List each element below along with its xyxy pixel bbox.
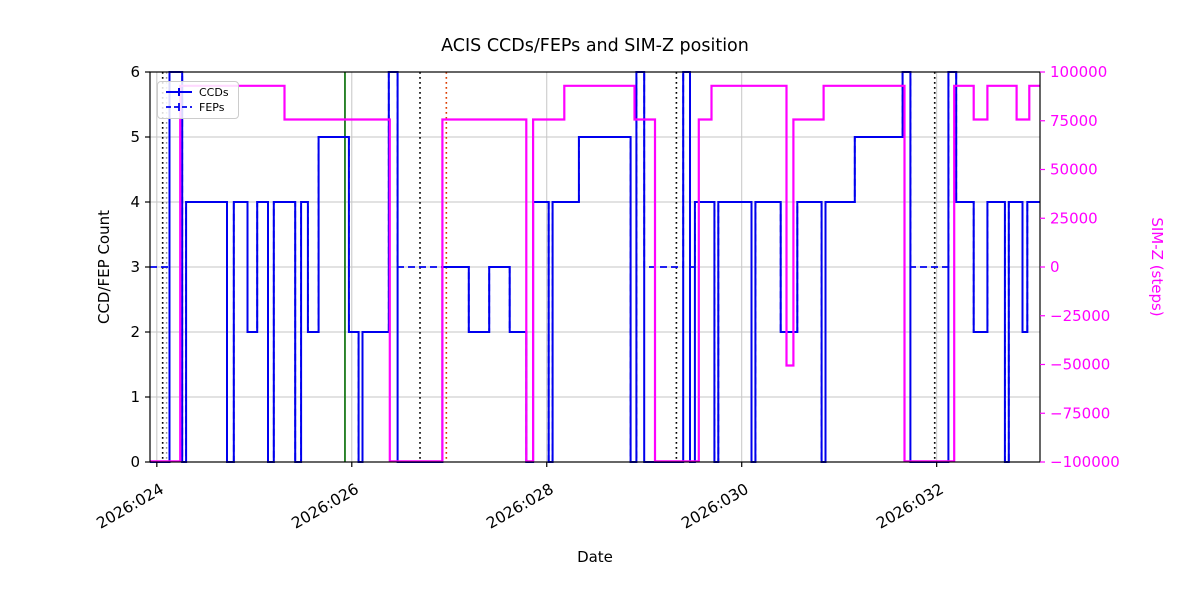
svg-text:2026:024: 2026:024 — [94, 480, 167, 533]
svg-text:0: 0 — [1050, 258, 1060, 276]
svg-text:2026:032: 2026:032 — [873, 480, 946, 533]
svg-text:2026:026: 2026:026 — [288, 480, 361, 533]
svg-text:3: 3 — [130, 258, 140, 276]
ccds-line-icon — [166, 88, 192, 96]
gridlines — [150, 71, 1040, 463]
svg-text:100000: 100000 — [1050, 63, 1107, 81]
svg-text:0: 0 — [130, 453, 140, 471]
svg-text:2026:030: 2026:030 — [678, 480, 751, 533]
legend: CCDs FEPs — [157, 81, 239, 119]
svg-text:−25000: −25000 — [1050, 307, 1110, 325]
legend-item-ccds: CCDs — [164, 85, 229, 99]
svg-text:−75000: −75000 — [1050, 404, 1110, 422]
data-series — [150, 71, 1040, 463]
svg-text:25000: 25000 — [1050, 209, 1098, 227]
svg-text:2: 2 — [130, 323, 140, 341]
svg-text:−100000: −100000 — [1050, 453, 1120, 471]
svg-text:75000: 75000 — [1050, 112, 1098, 130]
feps-line-icon — [166, 103, 192, 111]
svg-text:5: 5 — [130, 128, 140, 146]
legend-label-feps: FEPs — [199, 100, 225, 114]
legend-label-ccds: CCDs — [199, 85, 229, 99]
chart-title: ACIS CCDs/FEPs and SIM-Z position — [441, 36, 749, 56]
svg-text:−50000: −50000 — [1050, 356, 1110, 374]
legend-item-feps: FEPs — [164, 100, 229, 114]
axis-ticks — [145, 71, 1045, 467]
svg-text:1: 1 — [130, 388, 140, 406]
svg-text:2026:028: 2026:028 — [483, 480, 556, 533]
x-axis-label: Date — [577, 548, 613, 566]
svg-text:50000: 50000 — [1050, 161, 1098, 179]
svg-text:6: 6 — [130, 63, 140, 81]
svg-text:4: 4 — [130, 193, 140, 211]
